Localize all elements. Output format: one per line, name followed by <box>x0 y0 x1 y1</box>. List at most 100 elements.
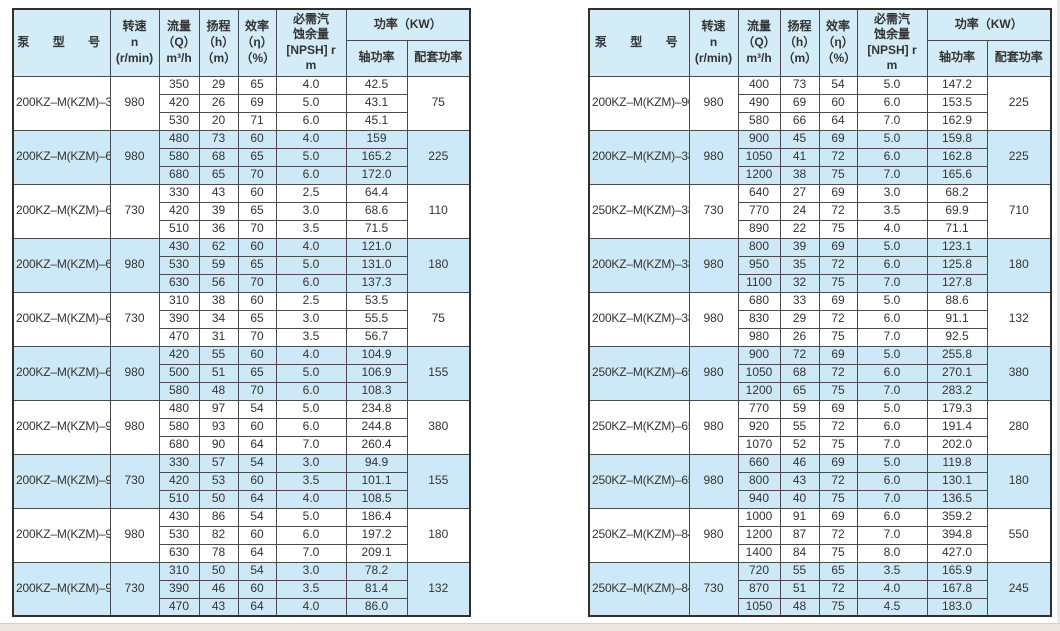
page-edge-strip <box>1057 0 1060 631</box>
shaft-power-cell: 68.2 <box>926 183 988 203</box>
npsh-cell: 5.0 <box>275 363 347 383</box>
flow-cell: 470 <box>158 327 200 347</box>
shaft-power-cell: 359.2 <box>926 507 988 527</box>
flow-cell: 1050 <box>737 363 781 383</box>
flow-cell: 890 <box>737 219 781 239</box>
flow-cell: 530 <box>158 525 200 545</box>
rated-power-cell: 155 <box>406 345 471 401</box>
shaft-power-cell: 88.6 <box>926 291 988 311</box>
shaft-power-cell: 167.8 <box>926 579 988 599</box>
npsh-cell: 6.0 <box>856 507 928 527</box>
flow-cell: 1100 <box>737 273 781 293</box>
rated-power-cell: 110 <box>406 183 471 239</box>
table-row: 800 43 72 6.0 130.1 <box>589 471 1051 491</box>
flow-cell: 870 <box>737 579 781 599</box>
flow-cell: 330 <box>158 183 200 203</box>
col-header-power-kw: 功率（KW） <box>345 8 471 41</box>
shaft-power-cell: 101.1 <box>345 471 408 491</box>
flow-cell: 490 <box>737 93 781 113</box>
head-cell: 78 <box>198 543 239 563</box>
head-cell: 33 <box>779 291 820 311</box>
flow-cell: 530 <box>158 111 200 131</box>
header-line: m <box>886 58 898 73</box>
shaft-power-cell: 244.8 <box>345 417 408 437</box>
shaft-power-cell: 162.9 <box>926 111 988 131</box>
header-line: 转速 <box>701 19 726 34</box>
head-cell: 51 <box>198 363 239 383</box>
speed-cell: 980 <box>688 453 739 509</box>
flow-cell: 400 <box>737 75 781 95</box>
shaft-power-cell: 106.9 <box>345 363 408 383</box>
header-line: n <box>709 34 718 49</box>
pump-model-cell: 250KZ–M(KZM)–65B <box>588 399 690 455</box>
pump-model-cell: 200KZ–M(KZM)–65A <box>12 129 111 185</box>
efficiency-cell: 72 <box>818 471 858 491</box>
flow-cell: 310 <box>158 561 200 581</box>
col-header-power-kw: 功率（KW） <box>926 8 1052 41</box>
efficiency-cell: 75 <box>818 381 858 401</box>
head-cell: 59 <box>779 399 820 419</box>
head-cell: 84 <box>779 543 820 563</box>
flow-cell: 330 <box>158 453 200 473</box>
shaft-power-cell: 270.1 <box>926 363 988 383</box>
pump-model-cell: 200KZ–M(KZM)–38A <box>588 129 690 185</box>
shaft-power-cell: 108.3 <box>345 381 408 401</box>
speed-cell: 980 <box>109 399 160 455</box>
head-cell: 20 <box>198 111 239 131</box>
efficiency-cell: 69 <box>818 507 858 527</box>
pump-model-cell: 200KZ–M(KZM)–37C <box>12 75 111 131</box>
flow-cell: 630 <box>158 543 200 563</box>
npsh-cell: 6.0 <box>856 471 928 491</box>
shaft-power-cell: 108.5 <box>345 489 408 509</box>
efficiency-cell: 60 <box>818 93 858 113</box>
shaft-power-cell: 427.0 <box>926 543 988 563</box>
npsh-cell: 6.0 <box>856 93 928 113</box>
efficiency-cell: 65 <box>237 75 277 95</box>
npsh-cell: 5.0 <box>856 75 928 95</box>
table-row: 680 90 64 7.0 260.4 <box>13 435 470 455</box>
head-cell: 45 <box>779 129 820 149</box>
efficiency-cell: 71 <box>237 111 277 131</box>
npsh-cell: 6.0 <box>856 255 928 275</box>
npsh-cell: 2.5 <box>275 291 347 311</box>
flow-cell: 390 <box>158 579 200 599</box>
flow-cell: 720 <box>737 561 781 581</box>
shaft-power-cell: 43.1 <box>345 93 408 113</box>
head-cell: 50 <box>198 489 239 509</box>
head-cell: 34 <box>198 309 239 329</box>
flow-cell: 800 <box>737 237 781 257</box>
npsh-cell: 7.0 <box>856 525 928 545</box>
flow-cell: 1050 <box>737 147 781 167</box>
header-line: 扬程 <box>206 19 231 34</box>
table-row: 770 24 72 3.5 69.9 <box>589 201 1051 221</box>
npsh-cell: 7.0 <box>856 273 928 293</box>
shaft-power-cell: 86.0 <box>345 597 408 617</box>
efficiency-cell: 69 <box>818 129 858 149</box>
head-cell: 65 <box>779 381 820 401</box>
efficiency-cell: 60 <box>237 291 277 311</box>
flow-cell: 480 <box>158 399 200 419</box>
npsh-cell: 5.0 <box>856 345 928 365</box>
head-cell: 41 <box>779 147 820 167</box>
shaft-power-cell: 209.1 <box>345 543 408 563</box>
npsh-cell: 3.0 <box>275 453 347 473</box>
npsh-cell: 7.0 <box>856 165 928 185</box>
rated-power-cell: 75 <box>406 291 471 347</box>
shaft-power-cell: 121.0 <box>345 237 408 257</box>
head-cell: 69 <box>779 93 820 113</box>
shaft-power-cell: 94.9 <box>345 453 408 473</box>
shaft-power-cell: 131.0 <box>345 255 408 275</box>
rated-power-cell: 280 <box>986 399 1052 455</box>
flow-cell: 1050 <box>737 597 781 617</box>
npsh-cell: 5.0 <box>856 453 928 473</box>
npsh-cell: 6.0 <box>275 525 347 545</box>
table-row: 630 78 64 7.0 209.1 <box>13 543 470 563</box>
head-cell: 31 <box>198 327 239 347</box>
head-cell: 62 <box>198 237 239 257</box>
rated-power-cell: 550 <box>986 507 1052 563</box>
npsh-cell: 6.0 <box>856 309 928 329</box>
shaft-power-cell: 64.4 <box>345 183 408 203</box>
